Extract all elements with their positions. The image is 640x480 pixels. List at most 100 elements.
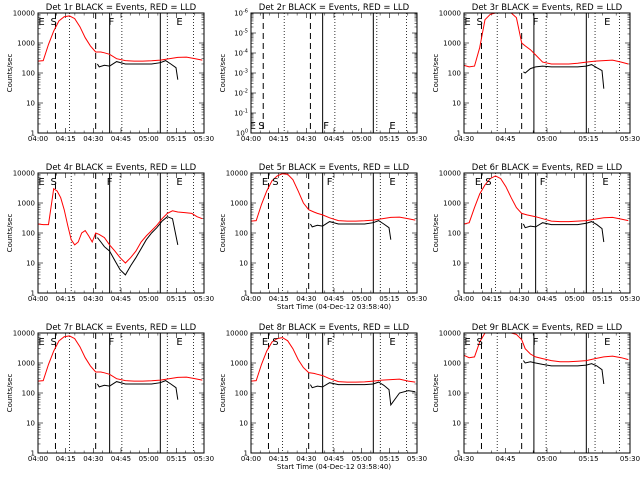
x-tick-label: 04:30 <box>296 455 316 463</box>
x-tick-label: 05:30 <box>407 135 427 143</box>
chart-title: Det 3r BLACK = Events, RED = LLD <box>472 3 623 13</box>
event-marker-label: S <box>477 337 483 348</box>
y-tick-label: 1000 <box>17 40 35 48</box>
x-tick-label: 04:45 <box>495 135 515 143</box>
x-tick-label: 05:30 <box>194 135 214 143</box>
y-tick-label: 10000 <box>439 170 461 178</box>
event-marker-label: S <box>51 177 57 188</box>
x-tick-label: 04:15 <box>56 295 76 303</box>
series-line-lld <box>464 175 629 225</box>
x-tick-label: 05:30 <box>620 135 640 143</box>
chart-title: Det 9r BLACK = Events, RED = LLD <box>472 323 623 333</box>
event-marker-label: F <box>327 337 333 348</box>
x-tick-label: 04:00 <box>28 455 48 463</box>
x-tick-label: 04:15 <box>269 135 289 143</box>
x-tick-label: 04:00 <box>28 295 48 303</box>
y-tick-label: 10-1 <box>234 109 248 118</box>
y-tick-label: 100 <box>236 129 248 138</box>
y-axis-label: Counts/sec <box>6 214 14 253</box>
series-line-lld <box>464 13 629 68</box>
x-tick-label: 04:30 <box>454 455 474 463</box>
y-tick-label: 1 <box>31 290 35 298</box>
x-tick-label: 04:00 <box>241 295 261 303</box>
series-line-events <box>523 64 605 89</box>
y-tick-label: 1 <box>457 290 461 298</box>
plot-area <box>251 173 416 293</box>
series-line-lld <box>464 333 629 363</box>
plot-frame <box>463 332 631 454</box>
y-tick-label: 10000 <box>13 10 35 18</box>
plot-frame <box>250 12 418 134</box>
y-tick-label: 100 <box>448 70 461 78</box>
plot-area <box>38 173 203 293</box>
y-axis-label: Counts/sec <box>432 374 440 413</box>
y-tick-label: 1000 <box>230 200 248 208</box>
y-tick-label: 100 <box>22 70 35 78</box>
y-tick-label: 1000 <box>443 360 461 368</box>
panel-det-4: Det 4r BLACK = Events, RED = LLD Counts/s… <box>6 163 214 303</box>
series-line-events <box>96 60 179 80</box>
y-tick-label: 10 <box>26 100 35 108</box>
y-tick-label: 10000 <box>439 330 461 338</box>
x-tick-label: 04:45 <box>111 135 131 143</box>
chart-title: Det 7r BLACK = Events, RED = LLD <box>46 323 197 333</box>
x-tick-label: 05:00 <box>352 135 372 143</box>
y-tick-label: 100 <box>448 230 461 238</box>
x-tick-label: 04:00 <box>454 295 474 303</box>
event-marker-label: F <box>109 17 115 28</box>
x-tick-label: 05:00 <box>139 135 159 143</box>
y-axis-label: Counts/sec <box>219 374 227 413</box>
x-tick-label: 05:15 <box>379 135 399 143</box>
x-tick-label: 04:15 <box>269 295 289 303</box>
y-tick-label: 1 <box>31 130 35 138</box>
x-tick-label: 04:30 <box>509 295 529 303</box>
x-axis-label: Start Time (04-Dec-12 03:58:40) <box>277 303 391 311</box>
x-tick-label: 05:00 <box>565 295 585 303</box>
y-tick-label: 10 <box>452 260 461 268</box>
x-tick-label: 05:00 <box>352 295 372 303</box>
y-axis-label: Counts/sec <box>219 214 227 253</box>
plot-area <box>464 333 629 453</box>
event-marker-label: F <box>540 177 546 188</box>
event-marker-label: F <box>107 177 113 188</box>
y-tick-label: 100 <box>22 390 35 398</box>
panel-det-1: Det 1r BLACK = Events, RED = LLD Counts/s… <box>6 3 214 143</box>
event-marker-label: E <box>389 337 395 348</box>
y-tick-label: 10 <box>239 420 248 428</box>
y-tick-label: 10000 <box>13 170 35 178</box>
y-tick-label: 10-6 <box>234 9 248 18</box>
event-marker-label: E <box>250 121 256 132</box>
x-tick-label: 04:00 <box>28 135 48 143</box>
panel-det-8: Det 8r BLACK = Events, RED = LLD Counts/s… <box>219 323 427 471</box>
x-tick-label: 04:00 <box>241 135 261 143</box>
y-tick-label: 100 <box>235 390 248 398</box>
plot-area <box>38 13 203 133</box>
event-marker-label: E <box>38 177 44 188</box>
event-marker-label: E <box>262 337 268 348</box>
y-tick-label: 10 <box>26 260 35 268</box>
x-tick-label: 04:45 <box>324 455 344 463</box>
x-tick-label: 05:00 <box>139 295 159 303</box>
series-line-lld <box>38 15 203 62</box>
y-tick-label: 1 <box>457 130 461 138</box>
y-axis-label: Counts/sec <box>432 214 440 253</box>
x-tick-label: 04:30 <box>296 135 316 143</box>
y-tick-label: 1000 <box>443 200 461 208</box>
y-tick-label: 100 <box>235 230 248 238</box>
x-tick-label: 04:45 <box>324 295 344 303</box>
panel-det-6: Det 6r BLACK = Events, RED = LLD Counts/s… <box>432 163 640 303</box>
plot-frame <box>250 172 418 294</box>
x-tick-label: 05:00 <box>139 455 159 463</box>
x-tick-label: 04:30 <box>83 455 103 463</box>
y-tick-label: 1 <box>457 450 461 458</box>
x-tick-label: 04:45 <box>324 135 344 143</box>
y-axis-label: Counts/sec <box>6 374 14 413</box>
x-tick-label: 04:45 <box>537 295 557 303</box>
event-marker-label: E <box>389 177 395 188</box>
x-tick-label: 04:15 <box>269 455 289 463</box>
chart-title: Det 5r BLACK = Events, RED = LLD <box>259 163 410 173</box>
y-axis-label: Counts/sec <box>219 54 227 93</box>
y-tick-label: 10 <box>452 420 461 428</box>
event-marker-label: S <box>51 337 57 348</box>
